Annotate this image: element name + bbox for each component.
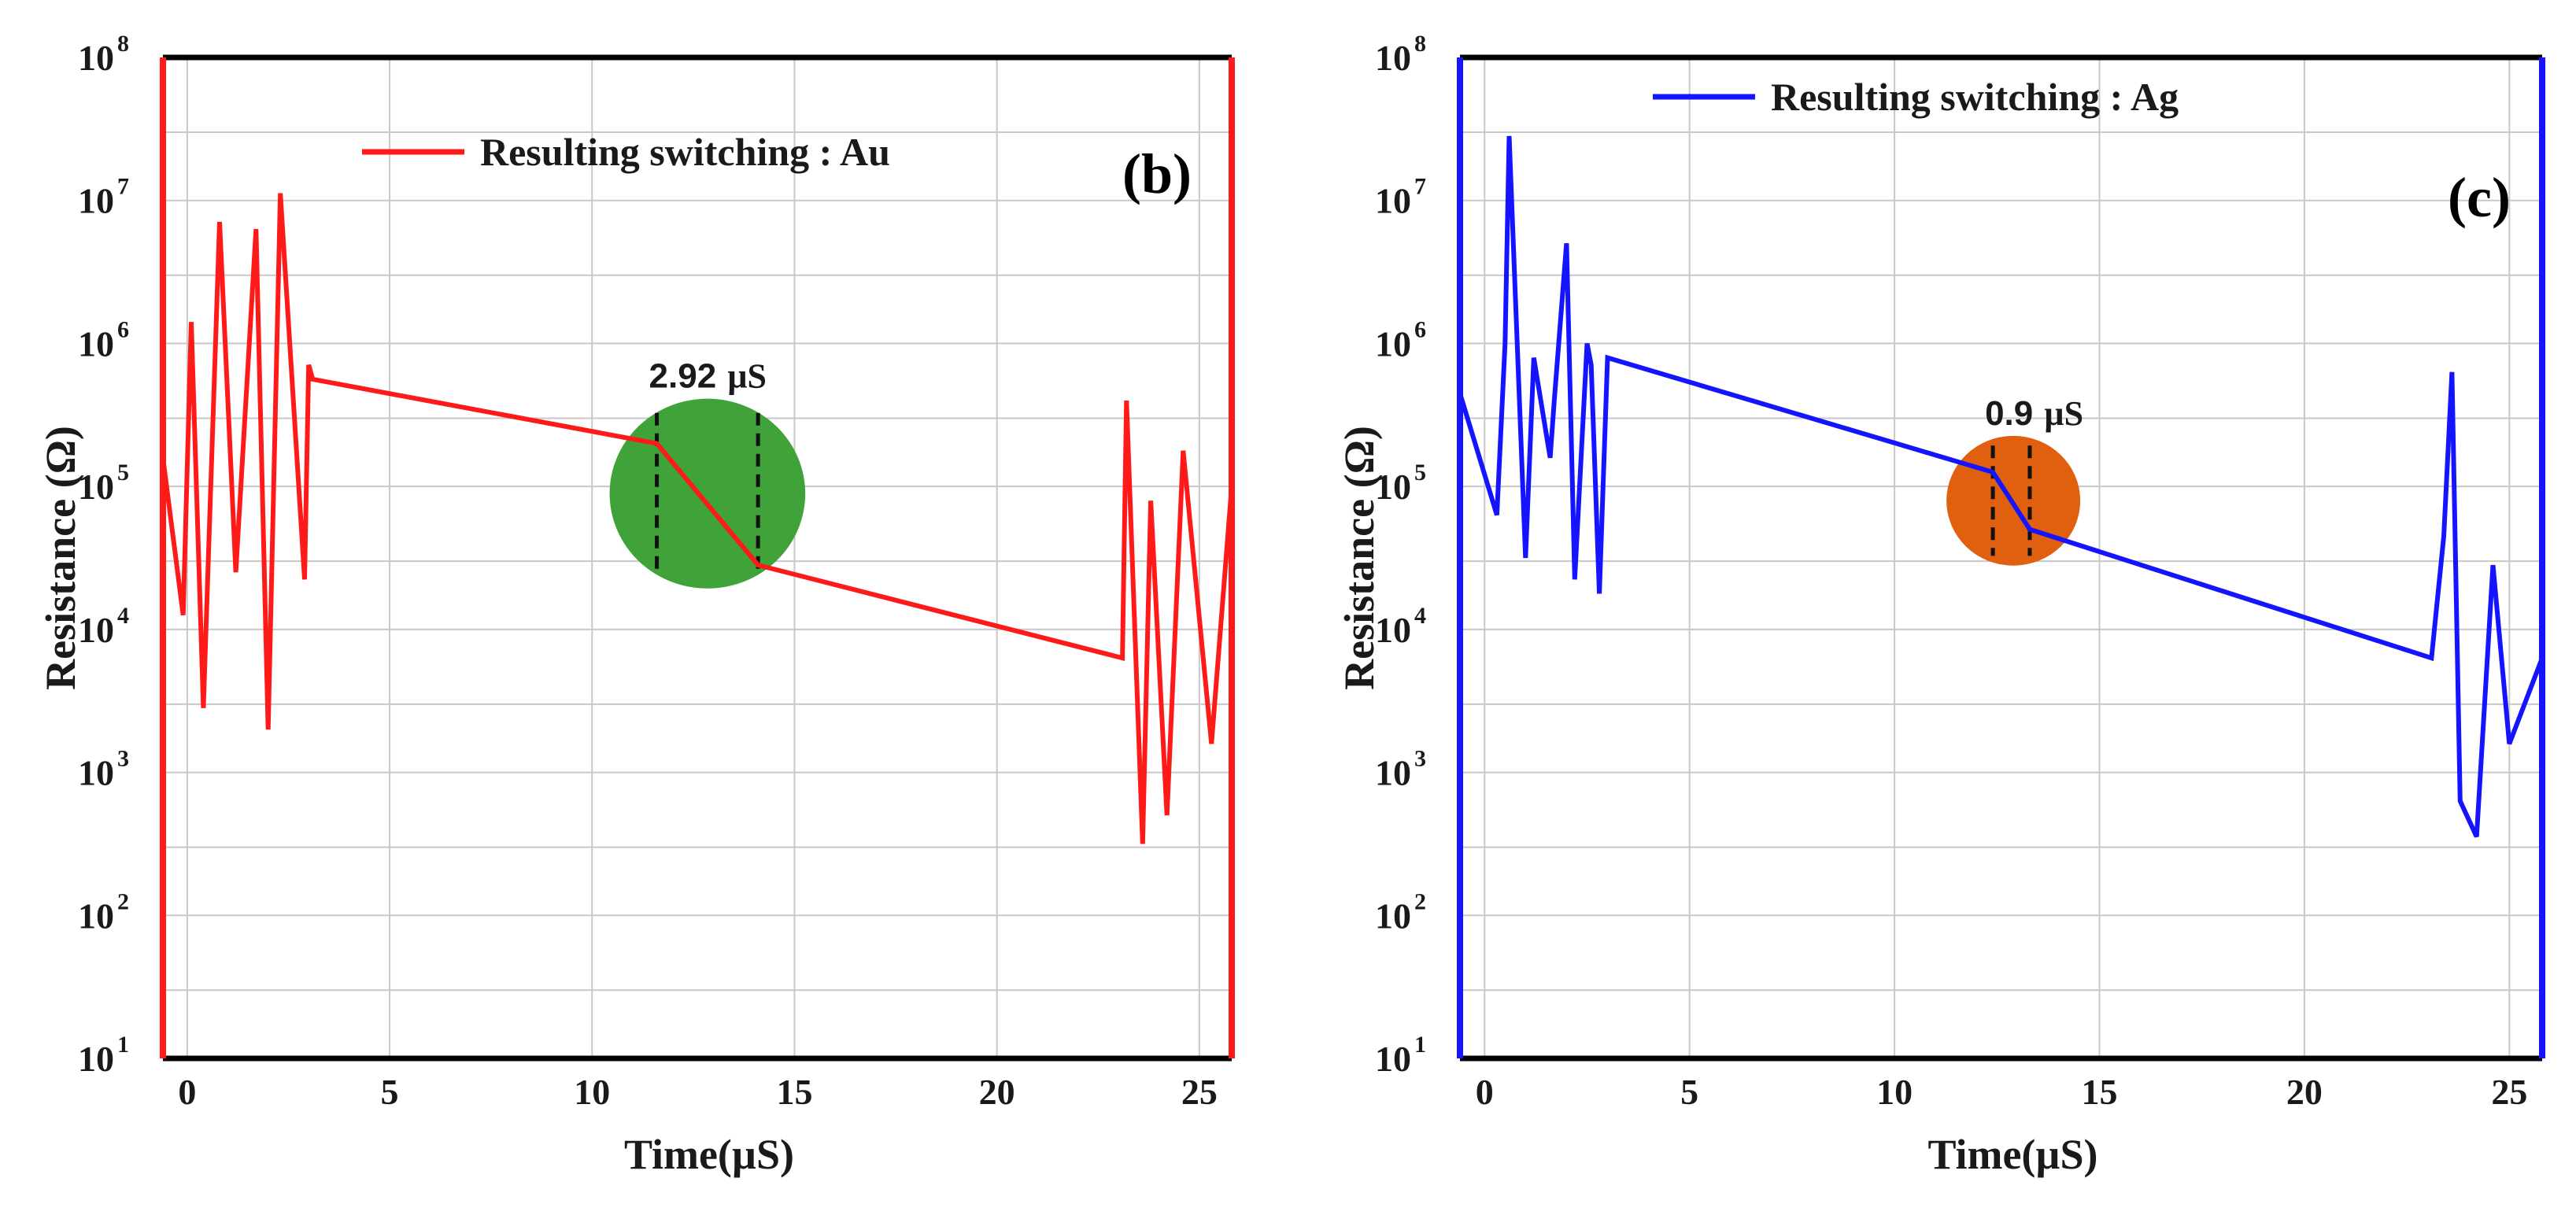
x-tick-label: 15 (2082, 1072, 2118, 1112)
switching-time-value: 0.9 (1985, 394, 2033, 433)
y-tick-label: 10 (1375, 896, 1411, 936)
y-tick-label: 10 (78, 1039, 114, 1079)
switching-time-label: 2.92 µS (649, 357, 767, 396)
x-tick-label: 10 (1876, 1072, 1913, 1112)
y-tick-exponent: 5 (1414, 460, 1426, 486)
switching-time-unit: µS (2044, 394, 2083, 433)
y-tick-base: 10 (1375, 323, 1411, 364)
x-tick-label: 25 (2491, 1072, 2527, 1112)
y-tick-label: 10 (78, 181, 114, 221)
y-tick-base: 10 (78, 467, 114, 507)
y-tick-base: 10 (1375, 896, 1411, 936)
x-axis-label: Time(µS) (624, 1131, 794, 1178)
y-tick-base: 10 (78, 38, 114, 78)
x-tick-label: 0 (1476, 1072, 1494, 1112)
y-tick-base: 10 (78, 1039, 114, 1079)
y-tick-exponent: 4 (1414, 603, 1426, 629)
x-tick-label: 5 (1680, 1072, 1698, 1112)
y-tick-label: 10 (1375, 610, 1411, 650)
legend-label: Resulting switching : Au (480, 130, 890, 174)
y-tick-label: 10 (1375, 1039, 1411, 1079)
y-tick-exponent: 6 (117, 316, 129, 342)
highlight-region (609, 398, 806, 589)
y-tick-label: 10 (1375, 38, 1411, 78)
y-tick-label: 10 (78, 896, 114, 936)
y-tick-label: 10 (78, 38, 114, 78)
y-tick-label: 10 (1375, 467, 1411, 507)
y-tick-base: 10 (78, 610, 114, 650)
y-axis-label: Resistance (Ω) (1336, 426, 1383, 690)
gridlines (163, 57, 1232, 1058)
x-tick-label: 20 (979, 1072, 1015, 1112)
y-tick-base: 10 (1375, 610, 1411, 650)
y-tick-exponent: 3 (1414, 746, 1426, 772)
legend-label: Resulting switching : Ag (1771, 75, 2179, 119)
y-tick-label: 10 (78, 753, 114, 793)
x-tick-label: 20 (2286, 1072, 2323, 1112)
y-tick-exponent: 8 (1414, 31, 1426, 57)
series-line (161, 193, 1234, 844)
switching-time-label: 0.9 µS (1985, 394, 2083, 433)
y-tick-exponent: 1 (1414, 1032, 1426, 1058)
x-tick-label: 15 (776, 1072, 812, 1112)
series-line (1458, 135, 2545, 838)
y-tick-label: 10 (78, 610, 114, 650)
switching-time-value: 2.92 (649, 357, 717, 396)
x-tick-label: 5 (381, 1072, 399, 1112)
y-tick-label: 10 (1375, 323, 1411, 364)
legend: Resulting switching : Au (362, 130, 890, 174)
switching-time-unit: µS (727, 357, 767, 396)
x-tick-label: 25 (1181, 1072, 1218, 1112)
y-tick-base: 10 (1375, 1039, 1411, 1079)
y-tick-base: 10 (78, 181, 114, 221)
y-tick-base: 10 (1375, 38, 1411, 78)
y-tick-exponent: 3 (117, 746, 129, 772)
y-tick-exponent: 4 (117, 603, 129, 629)
panel-label: (c) (2448, 166, 2511, 229)
y-tick-exponent: 5 (117, 460, 129, 486)
y-tick-label: 10 (1375, 181, 1411, 221)
y-tick-label: 10 (1375, 753, 1411, 793)
y-tick-exponent: 2 (117, 888, 129, 914)
y-tick-exponent: 7 (1414, 174, 1426, 200)
y-tick-base: 10 (1375, 181, 1411, 221)
y-tick-base: 10 (78, 753, 114, 793)
y-tick-exponent: 7 (117, 174, 129, 200)
y-tick-exponent: 8 (117, 31, 129, 57)
y-axis-label: Resistance (Ω) (37, 426, 84, 690)
y-tick-base: 10 (1375, 467, 1411, 507)
y-tick-exponent: 2 (1414, 888, 1426, 914)
y-tick-label: 10 (78, 323, 114, 364)
y-tick-label: 10 (78, 467, 114, 507)
panel-label: (b) (1122, 142, 1192, 205)
y-tick-base: 10 (78, 323, 114, 364)
y-tick-exponent: 6 (1414, 316, 1426, 342)
y-tick-base: 10 (1375, 753, 1411, 793)
x-tick-label: 0 (178, 1072, 196, 1112)
legend: Resulting switching : Ag (1653, 75, 2179, 119)
x-tick-label: 10 (574, 1072, 610, 1112)
x-axis-label: Time(µS) (1927, 1131, 2097, 1178)
y-tick-base: 10 (78, 896, 114, 936)
y-tick-exponent: 1 (117, 1032, 129, 1058)
